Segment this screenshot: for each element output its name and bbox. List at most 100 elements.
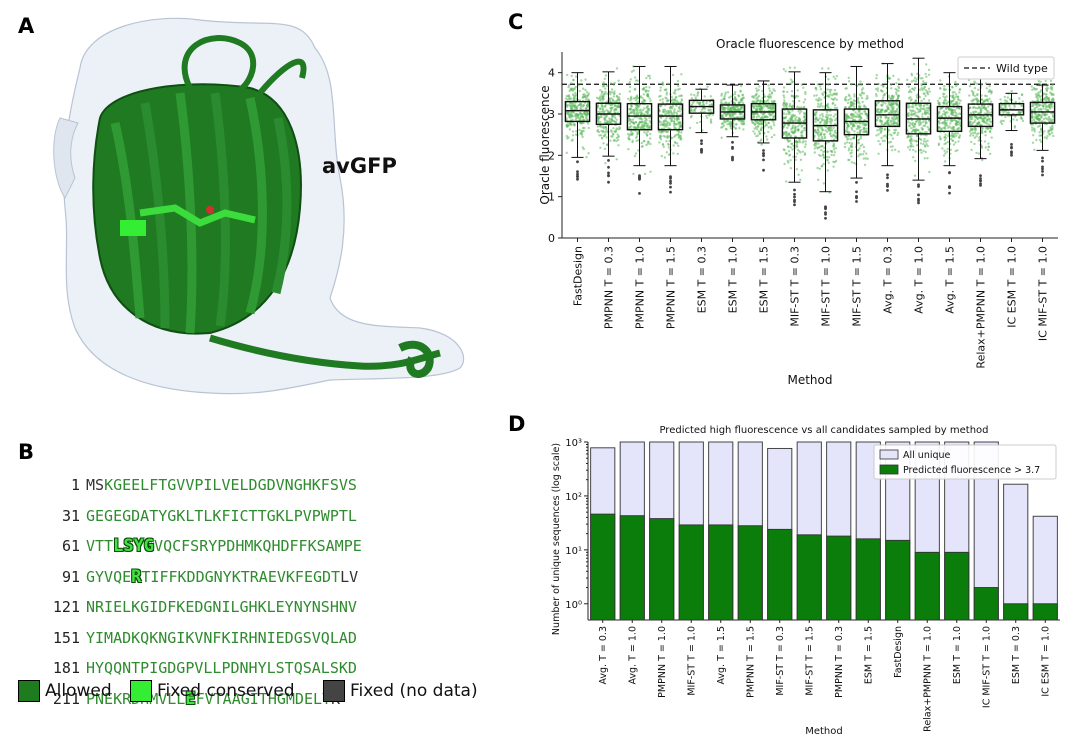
chart-c-point bbox=[1005, 99, 1008, 103]
chart-c-point bbox=[909, 141, 912, 145]
chart-c-point bbox=[917, 137, 920, 140]
chart-c-point bbox=[677, 131, 681, 134]
chart-c-point bbox=[801, 131, 804, 134]
chart-c-point bbox=[942, 117, 946, 120]
chart-c-point bbox=[850, 145, 853, 149]
chart-c-point bbox=[584, 94, 587, 97]
chart-c-points-12 bbox=[905, 62, 932, 205]
chart-c-point bbox=[892, 96, 895, 99]
chart-c-point bbox=[858, 118, 861, 121]
chart-c-point bbox=[586, 118, 589, 122]
chart-c-point bbox=[921, 77, 924, 80]
chart-c-point bbox=[823, 124, 826, 127]
legend-label-fixed-no-data: Fixed (no data) bbox=[350, 681, 478, 701]
chart-c-point bbox=[693, 108, 696, 112]
chart-c-point bbox=[670, 99, 673, 102]
bar-predicted-high-10 bbox=[855, 538, 881, 621]
chart-c-point bbox=[758, 122, 761, 126]
chart-c-point bbox=[726, 112, 729, 115]
chart-c-point bbox=[792, 119, 795, 123]
chart-c-point bbox=[821, 112, 824, 116]
chart-c-point bbox=[1048, 103, 1051, 107]
chart-c-point bbox=[772, 117, 775, 120]
chart-c-point bbox=[680, 137, 683, 140]
chart-c-point bbox=[600, 137, 604, 140]
chart-c-point bbox=[643, 131, 646, 134]
chart-c-point bbox=[856, 135, 859, 138]
chart-c-point bbox=[739, 115, 743, 119]
chart-c-point bbox=[732, 101, 735, 104]
chart-c-point bbox=[849, 101, 853, 104]
chart-c-point bbox=[921, 131, 924, 135]
chart-c-point bbox=[888, 129, 891, 132]
chart-c-point bbox=[1050, 98, 1054, 101]
bar-all-unique-16 bbox=[1032, 515, 1058, 621]
chart-d-x-tick-label: ESM T = 1.0 bbox=[952, 626, 963, 684]
chart-c-point bbox=[729, 95, 732, 98]
chart-c-point bbox=[953, 102, 956, 105]
chart-c-point bbox=[736, 105, 739, 109]
chart-c-point bbox=[888, 111, 891, 115]
chart-c-point bbox=[759, 129, 763, 132]
chart-c-point bbox=[945, 106, 948, 109]
chart-c-point bbox=[1045, 99, 1048, 102]
chart-c-point bbox=[762, 116, 765, 119]
chart-c-point bbox=[984, 82, 988, 85]
chart-c-point bbox=[859, 126, 862, 129]
chart-c-point bbox=[819, 138, 822, 141]
chart-c-point bbox=[978, 138, 982, 142]
chart-c-point bbox=[764, 95, 767, 98]
chart-c-outlier bbox=[1041, 156, 1044, 160]
chart-c-point bbox=[947, 115, 951, 118]
chart-c-point bbox=[982, 117, 985, 120]
chart-c-point bbox=[637, 105, 641, 108]
chart-c-point bbox=[819, 154, 822, 158]
chart-c-point bbox=[865, 152, 868, 155]
chart-c-point bbox=[850, 83, 853, 86]
chart-c-point bbox=[607, 122, 610, 126]
chart-c-point bbox=[1003, 99, 1007, 102]
chart-c-point bbox=[885, 105, 889, 108]
chart-c-point bbox=[954, 111, 957, 115]
chart-c-point bbox=[697, 102, 701, 105]
chart-c-point bbox=[615, 99, 618, 103]
chart-c-point bbox=[761, 113, 765, 116]
chart-c-point bbox=[819, 132, 822, 136]
chart-c-point bbox=[674, 92, 677, 95]
chart-c-point bbox=[636, 131, 639, 134]
chart-c-point bbox=[794, 140, 798, 144]
chart-c-point bbox=[880, 123, 883, 126]
chart-c-point bbox=[677, 133, 680, 136]
chart-c-point bbox=[772, 115, 776, 118]
chart-c-point bbox=[604, 101, 607, 104]
chart-c-point bbox=[956, 95, 960, 99]
chart-c-point bbox=[638, 121, 642, 124]
chart-c-point bbox=[817, 142, 820, 145]
chart-c-point bbox=[633, 111, 636, 115]
chart-c-point bbox=[853, 121, 857, 124]
chart-c-point bbox=[952, 125, 956, 129]
chart-c-point bbox=[618, 127, 622, 130]
chart-c-point bbox=[803, 153, 806, 156]
chart-c-point bbox=[846, 128, 849, 131]
chart-c-point bbox=[798, 119, 802, 122]
chart-c-point bbox=[635, 79, 638, 82]
chart-c-point bbox=[955, 120, 959, 123]
chart-c-point bbox=[708, 99, 711, 103]
chart-c-point bbox=[941, 116, 944, 120]
chart-c-point bbox=[879, 119, 882, 122]
chart-c-point bbox=[645, 114, 649, 117]
chart-c-point bbox=[579, 111, 582, 115]
chart-c-point bbox=[879, 116, 882, 119]
chart-c-point bbox=[908, 139, 912, 143]
chart-c-point bbox=[832, 154, 836, 157]
chart-c-point bbox=[887, 112, 890, 115]
chart-c-point bbox=[799, 131, 803, 134]
chart-c-point bbox=[661, 129, 664, 132]
chart-c-point bbox=[844, 105, 847, 109]
chart-c-point bbox=[676, 88, 680, 91]
chart-c-point bbox=[814, 112, 818, 115]
chart-c-point bbox=[943, 113, 947, 117]
chart-c-point bbox=[724, 127, 728, 131]
bar-all-unique-7 bbox=[767, 447, 793, 621]
